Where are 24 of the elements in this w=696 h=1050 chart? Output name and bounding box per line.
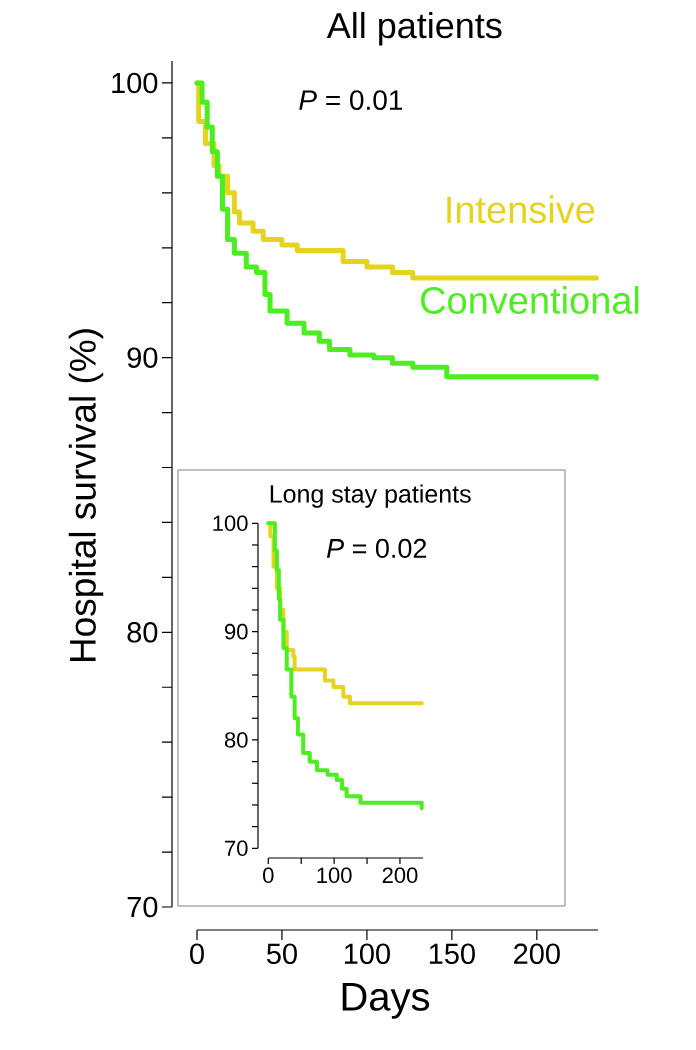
y-axis-title: Hospital survival (%) (68, 329, 104, 662)
x-tick-label: 100 (344, 943, 390, 965)
x-tick-label: 100 (317, 867, 352, 884)
series-label: Intensive (447, 195, 595, 224)
x-tick-label: 200 (382, 867, 418, 884)
y-tick-label: 80 (127, 622, 158, 643)
x-tick-label: 0 (263, 867, 274, 884)
y-tick-label: 90 (127, 347, 158, 368)
y-tick-label: 100 (213, 515, 248, 532)
y-tick-label: 70 (127, 896, 158, 918)
y-tick-label: 100 (112, 72, 158, 94)
series-label: Conventional (421, 286, 639, 314)
y-tick-label: 90 (225, 623, 248, 640)
y-tick-label: 80 (224, 732, 248, 748)
x-axis-title: Days (342, 982, 430, 1019)
x-tick-label: 200 (514, 943, 560, 965)
x-tick-label: 150 (429, 943, 475, 965)
chart-title: Long stay patients (270, 484, 471, 508)
annotation: P = 0.02 (326, 538, 427, 558)
annotation: P = 0.01 (299, 90, 403, 111)
x-tick-label: 0 (190, 943, 204, 965)
chart-title: All patients (326, 11, 502, 46)
x-tick-label: 50 (266, 943, 297, 965)
y-tick-label: 70 (225, 840, 248, 857)
